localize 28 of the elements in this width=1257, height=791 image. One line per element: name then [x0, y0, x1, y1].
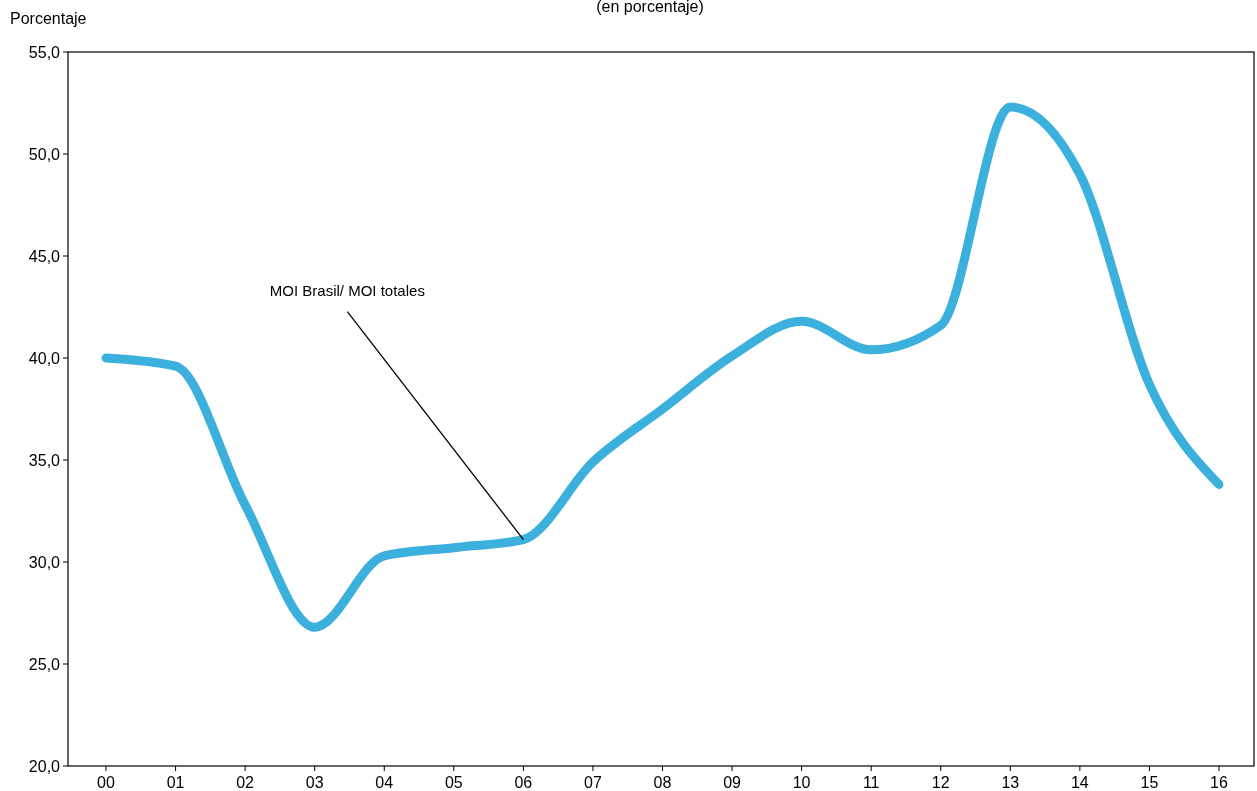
y-tick-label: 20,0 — [28, 757, 61, 775]
x-tick-label: 03 — [305, 774, 324, 791]
x-tick-label: 08 — [653, 774, 672, 791]
chart-title: (en porcentaje) — [596, 0, 704, 15]
y-tick-label: 55,0 — [28, 43, 61, 61]
x-tick-label: 01 — [166, 774, 185, 791]
x-tick-label: 00 — [97, 774, 115, 791]
x-tick-label: 04 — [375, 774, 394, 791]
y-tick-label: 40,0 — [28, 349, 61, 367]
y-tick-label: 45,0 — [28, 247, 61, 265]
x-tick-label: 02 — [236, 774, 255, 791]
x-tick-label: 14 — [1070, 774, 1089, 791]
x-tick-label: 16 — [1210, 774, 1228, 791]
x-tick-label: 11 — [862, 774, 880, 791]
x-tick-label: 07 — [584, 774, 602, 791]
x-tick-label: 13 — [1001, 774, 1020, 791]
x-tick-label: 12 — [931, 774, 950, 791]
x-tick-label: 09 — [723, 774, 742, 791]
x-tick-label: 05 — [444, 774, 463, 791]
y-tick-label: 30,0 — [28, 553, 61, 571]
y-tick-label: 25,0 — [28, 655, 61, 673]
x-tick-label: 06 — [514, 774, 533, 791]
x-tick-label: 15 — [1140, 774, 1159, 791]
y-axis-title: Porcentaje — [10, 10, 87, 27]
y-tick-label: 35,0 — [28, 451, 61, 469]
annotation: MOI Brasil/ MOI totales — [269, 281, 425, 299]
x-tick-label: 10 — [792, 774, 811, 791]
y-tick-label: 50,0 — [28, 145, 61, 163]
